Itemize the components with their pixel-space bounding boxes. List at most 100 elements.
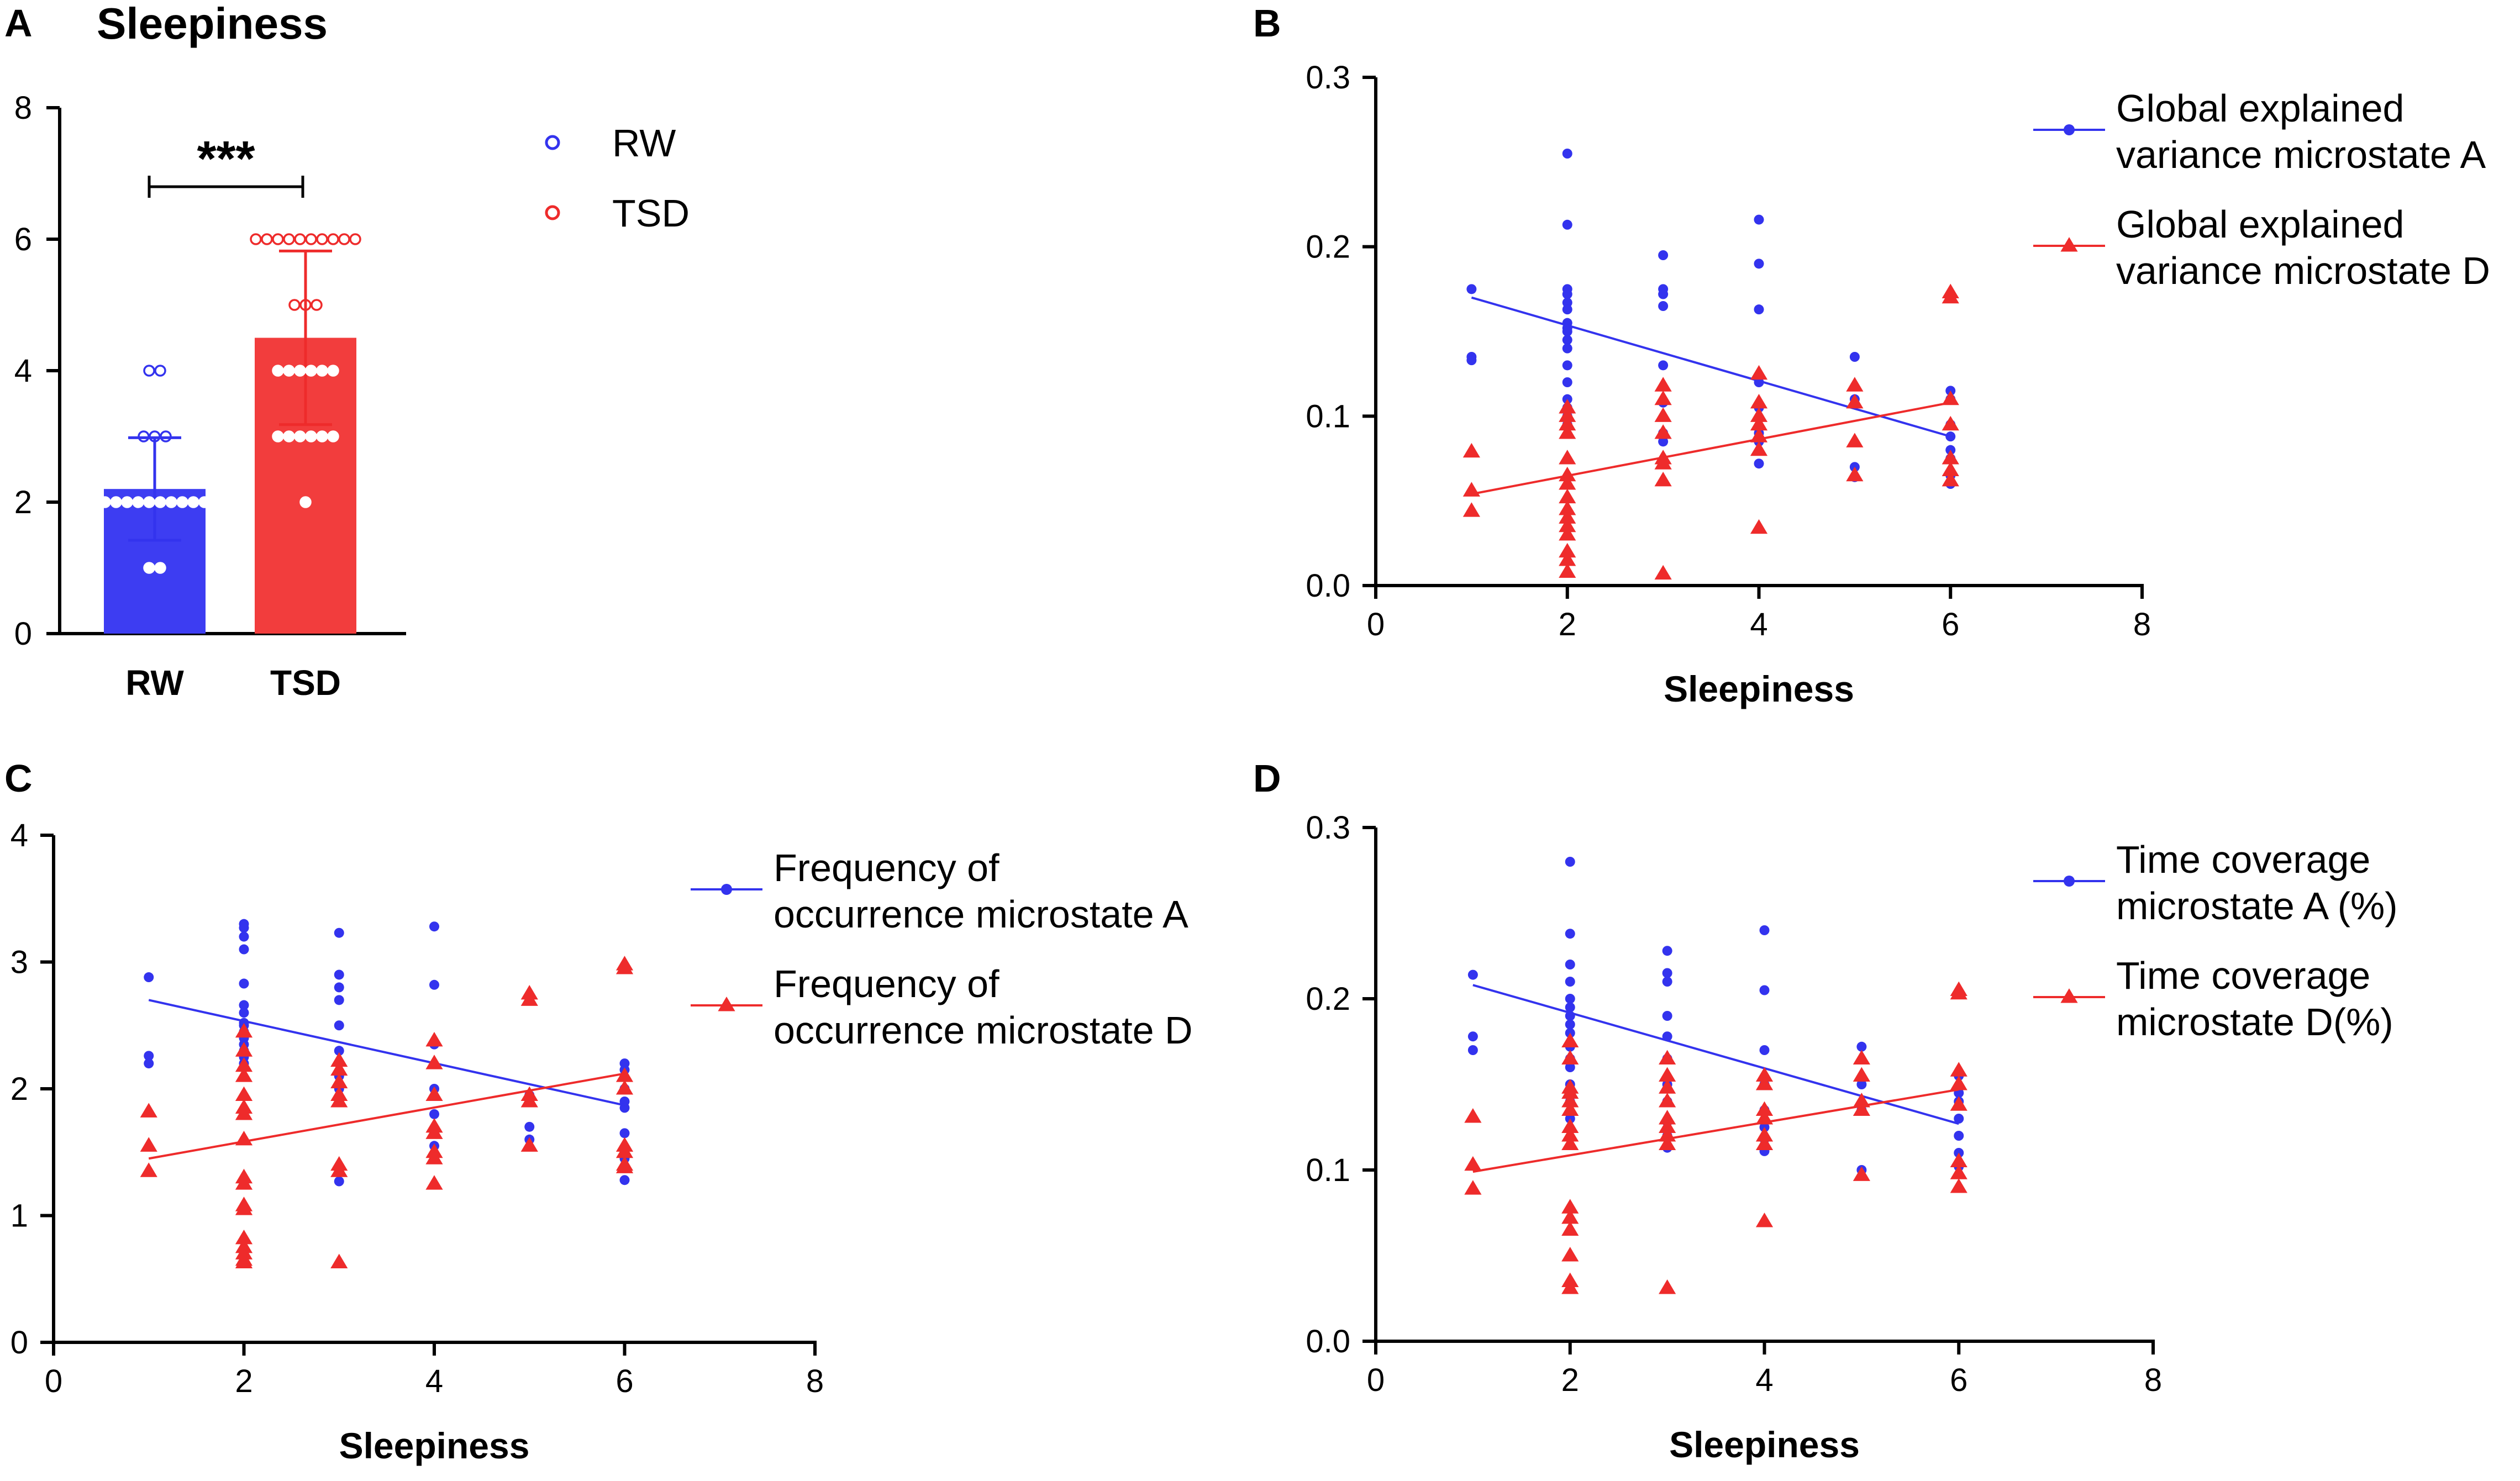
data-point-rw	[88, 496, 100, 508]
data-point-rw	[154, 562, 166, 574]
data-point	[1659, 1093, 1676, 1108]
data-point	[1659, 1279, 1676, 1294]
data-point-rw	[160, 430, 172, 442]
data-point	[235, 1057, 253, 1072]
data-point	[619, 1128, 630, 1139]
y-tick-label: 0.3	[1306, 810, 1350, 846]
data-point	[1659, 1110, 1676, 1125]
data-point	[1755, 1101, 1774, 1116]
panel-a-y-tick-label: 0	[14, 616, 32, 652]
data-point	[334, 927, 344, 938]
data-point-rw	[143, 365, 155, 377]
data-point	[1942, 472, 1959, 487]
data-point	[235, 1086, 253, 1101]
data-point	[1759, 1045, 1770, 1055]
data-point-tsd	[349, 233, 361, 245]
data-point	[1561, 1118, 1579, 1134]
legend-marker	[721, 884, 732, 895]
data-point	[239, 923, 249, 933]
data-point	[520, 1093, 538, 1108]
data-point	[1561, 1247, 1579, 1262]
data-point	[239, 1008, 249, 1018]
data-point	[1750, 415, 1768, 431]
data-point-tsd	[261, 233, 273, 245]
data-point	[334, 1020, 344, 1031]
data-point	[1565, 977, 1575, 987]
legend-label: Frequency of	[774, 846, 999, 889]
data-point	[1658, 436, 1669, 447]
data-point	[1561, 1199, 1579, 1214]
data-point	[1755, 1127, 1774, 1142]
data-point	[1754, 304, 1764, 315]
data-point	[1654, 390, 1672, 405]
data-point-rw	[209, 496, 222, 508]
data-point	[1559, 424, 1576, 439]
x-tick-label: 8	[2133, 607, 2151, 642]
data-point-rw	[99, 496, 111, 508]
data-point	[425, 1031, 443, 1047]
regression-line	[1472, 984, 1959, 1125]
legend-marker	[2060, 988, 2078, 1003]
x-axis-title: Sleepiness	[339, 1425, 530, 1466]
data-point	[619, 1175, 630, 1185]
data-point	[1954, 1114, 1964, 1124]
y-tick-label: 1	[10, 1198, 28, 1234]
legend-label: Time coverage	[2116, 954, 2370, 997]
y-tick-label: 0.1	[1306, 398, 1350, 434]
data-point	[1559, 542, 1576, 558]
data-point	[330, 1162, 348, 1177]
x-tick-label: 0	[1367, 1362, 1385, 1398]
panel-b-label: B	[1253, 2, 1281, 45]
data-point	[1561, 1084, 1579, 1099]
data-point	[1565, 929, 1575, 939]
data-point-tsd	[327, 430, 339, 442]
data-point-tsd	[299, 496, 312, 508]
series-microstate-a	[1466, 149, 1956, 489]
panel-d-label: D	[1253, 757, 1281, 800]
data-point	[1659, 1079, 1676, 1094]
data-point	[1750, 519, 1768, 534]
data-point	[1950, 1062, 1967, 1077]
x-axis-title: Sleepiness	[1669, 1424, 1860, 1465]
data-point	[144, 1051, 154, 1061]
legend-marker	[2064, 124, 2075, 135]
data-point	[1561, 1279, 1579, 1294]
data-point-tsd	[305, 430, 317, 442]
data-point	[1462, 502, 1480, 517]
data-point	[1853, 1101, 1870, 1116]
series-microstate-d	[1464, 981, 1967, 1294]
series-microstate-d	[140, 956, 634, 1268]
data-point	[1654, 407, 1672, 422]
y-tick-label: 0.2	[1306, 981, 1350, 1017]
data-point	[1559, 407, 1576, 422]
data-point-tsd	[283, 430, 295, 442]
data-point	[1559, 415, 1576, 431]
legend-marker	[2060, 237, 2078, 252]
panel-a-y-tick-label: 8	[14, 90, 32, 126]
data-point	[1846, 377, 1864, 392]
data-point	[330, 1253, 348, 1268]
data-point	[425, 1055, 443, 1069]
data-point	[235, 1067, 253, 1082]
legend-label: occurrence microstate D	[774, 1009, 1193, 1052]
data-point	[1654, 455, 1672, 470]
data-point	[239, 1000, 249, 1010]
panel-b-scatter: B 0.0 0.1 0.2 0.3 0 2 4 6 8 Sleepiness Global expl…	[1253, 2, 2490, 709]
data-point	[334, 995, 344, 1005]
data-point	[1462, 482, 1480, 497]
legend-label: occurrence microstate A	[774, 893, 1188, 936]
bar-label-tsd: TSD	[270, 663, 341, 703]
data-point	[1754, 214, 1764, 225]
x-tick-label: 2	[1559, 607, 1576, 642]
data-point	[1759, 925, 1770, 935]
data-point	[1662, 1011, 1672, 1021]
panel-d-plot-area: 0.0 0.1 0.2 0.3 0 2 4 6 8 Sleepiness Time coverage…	[1306, 810, 2397, 1465]
panel-a-y-tick-label: 4	[14, 353, 32, 389]
data-point	[334, 1046, 344, 1056]
legend-marker-tsd	[545, 205, 560, 220]
legend-label-rw: RW	[612, 122, 676, 165]
panel-a-y-ticks: 0 2 4 6 8	[14, 90, 60, 652]
x-tick-label: 6	[1950, 1362, 1967, 1398]
data-point	[1853, 1093, 1870, 1108]
